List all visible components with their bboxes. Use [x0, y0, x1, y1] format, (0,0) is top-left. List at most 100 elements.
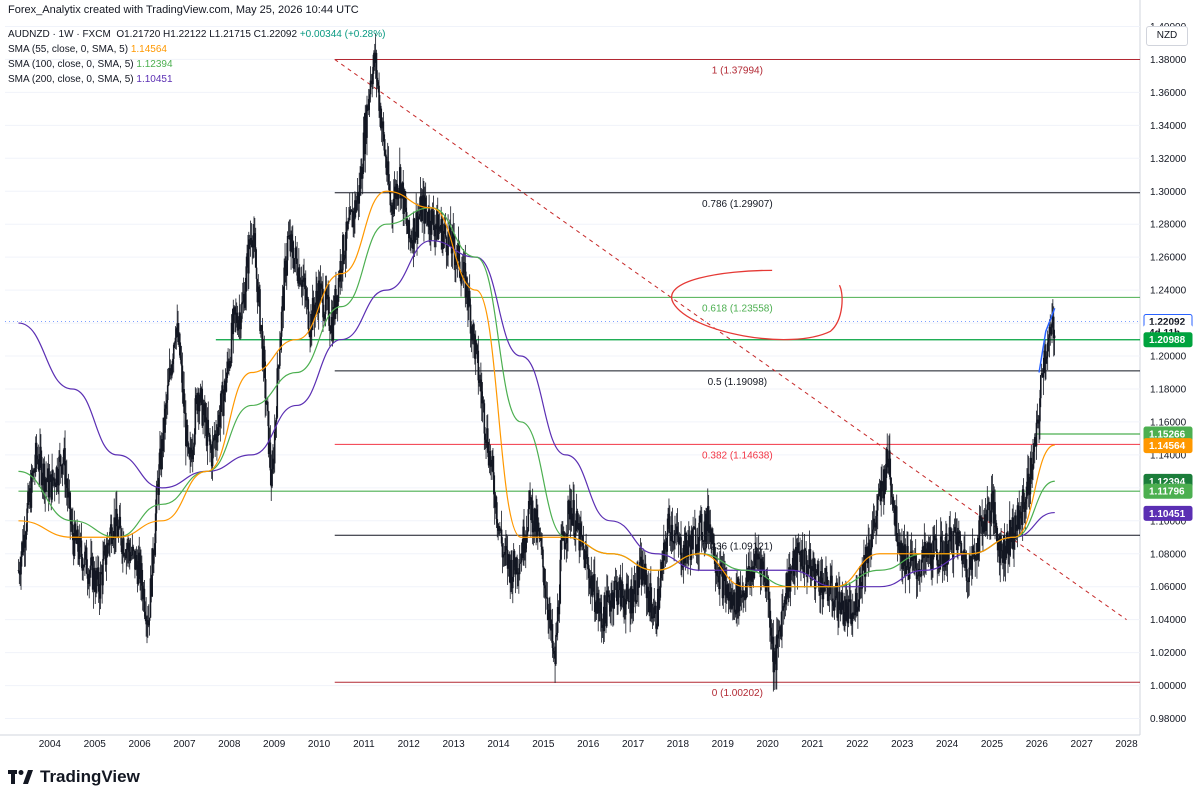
- candle-body: [71, 524, 73, 526]
- candle-body: [543, 567, 545, 586]
- candle-body: [443, 224, 446, 231]
- currency-selector[interactable]: NZD: [1146, 26, 1188, 46]
- candle-body: [323, 317, 325, 319]
- candle-body: [988, 502, 990, 504]
- candle-body: [224, 380, 227, 392]
- candle-body: [125, 548, 128, 559]
- candle-body: [1053, 335, 1056, 339]
- candle-body: [525, 534, 528, 536]
- candle-body: [683, 544, 686, 564]
- candle-body: [534, 508, 537, 532]
- candle-body: [821, 577, 824, 600]
- candle-body: [417, 216, 420, 220]
- candle-body: [719, 565, 721, 590]
- candle-body: [34, 442, 37, 469]
- candle-body: [713, 534, 715, 559]
- candle-body: [809, 549, 812, 579]
- candle-body: [600, 613, 603, 628]
- candle-body: [221, 385, 223, 392]
- candle-body: [592, 587, 594, 596]
- candle-body: [157, 484, 160, 495]
- candle-body: [131, 546, 134, 556]
- candle-body: [329, 325, 331, 331]
- candle-body: [709, 524, 712, 542]
- candle-body: [513, 550, 516, 568]
- legend-sma55-row[interactable]: SMA (55, close, 0, SMA, 5) 1.14564: [8, 42, 385, 57]
- candle-body: [941, 541, 944, 565]
- candle-body: [542, 549, 544, 568]
- candle-body: [577, 523, 580, 530]
- candle-body: [834, 595, 837, 601]
- candle-body: [1014, 515, 1017, 530]
- candle-body: [722, 568, 725, 599]
- legend-sma200-row[interactable]: SMA (200, close, 0, SMA, 5) 1.10451: [8, 72, 385, 87]
- candle-body: [406, 225, 409, 234]
- candle-body: [863, 555, 865, 570]
- candle-body: [568, 500, 570, 502]
- candle-body: [566, 533, 568, 543]
- candle-body: [287, 235, 290, 237]
- candle-body: [1024, 503, 1027, 512]
- candle-body: [875, 516, 877, 528]
- candle-body: [618, 581, 620, 598]
- candle-body: [822, 584, 825, 600]
- candle-body: [801, 549, 803, 567]
- tradingview-logo[interactable]: TradingView: [8, 767, 140, 787]
- candle-body: [122, 538, 124, 554]
- candle-body: [698, 522, 700, 552]
- candle-body: [700, 514, 702, 516]
- candle-body: [91, 556, 94, 590]
- candle-body: [541, 546, 543, 550]
- candle-body: [682, 544, 685, 567]
- candle-body: [662, 560, 664, 568]
- candle-body: [429, 210, 431, 230]
- candle-body: [392, 211, 394, 214]
- candle-body: [147, 620, 150, 626]
- candle-body: [610, 600, 612, 612]
- candle-body: [417, 219, 419, 237]
- candle-body: [967, 581, 970, 583]
- candle-body: [36, 455, 39, 460]
- legend-sma100-row[interactable]: SMA (100, close, 0, SMA, 5) 1.12394: [8, 57, 385, 72]
- candle-body: [352, 211, 354, 228]
- candle-body: [935, 538, 938, 552]
- candle-body: [775, 634, 778, 671]
- candle-body: [781, 610, 783, 637]
- candle-body: [511, 577, 514, 589]
- candle-body: [650, 583, 652, 603]
- candle-body: [660, 570, 662, 579]
- candle-body: [371, 83, 373, 85]
- candle-body: [298, 267, 300, 284]
- candle-body: [667, 513, 669, 533]
- candle-body: [752, 566, 755, 579]
- candle-body: [648, 596, 650, 613]
- candle-body: [641, 559, 644, 585]
- candle-body: [806, 564, 808, 576]
- candle-body: [637, 579, 640, 588]
- candle-body: [754, 550, 757, 566]
- candle-body: [202, 411, 204, 426]
- candle-body: [701, 539, 704, 542]
- candle-body: [857, 599, 860, 608]
- candle-body: [436, 209, 439, 240]
- candle-body: [848, 599, 851, 603]
- candle-body: [73, 523, 76, 557]
- candle-body: [416, 212, 418, 237]
- candle-body: [944, 553, 946, 568]
- candle-body: [799, 551, 801, 562]
- candle-body: [155, 486, 158, 514]
- candle-body: [579, 523, 581, 551]
- candle-body: [563, 540, 566, 549]
- candle-body: [937, 564, 939, 566]
- legend-symbol-row[interactable]: AUDNZD · 1W · FXCM O1.21720 H1.22122 L1.…: [8, 27, 385, 42]
- candle-body: [347, 221, 349, 230]
- candle-body: [117, 526, 120, 537]
- candle-body: [794, 546, 797, 556]
- candle-body: [140, 563, 142, 583]
- candle-body: [793, 550, 795, 576]
- candle-body: [691, 530, 694, 550]
- candle-body: [21, 542, 23, 557]
- candle-body: [1006, 532, 1008, 541]
- candle-body: [267, 411, 270, 455]
